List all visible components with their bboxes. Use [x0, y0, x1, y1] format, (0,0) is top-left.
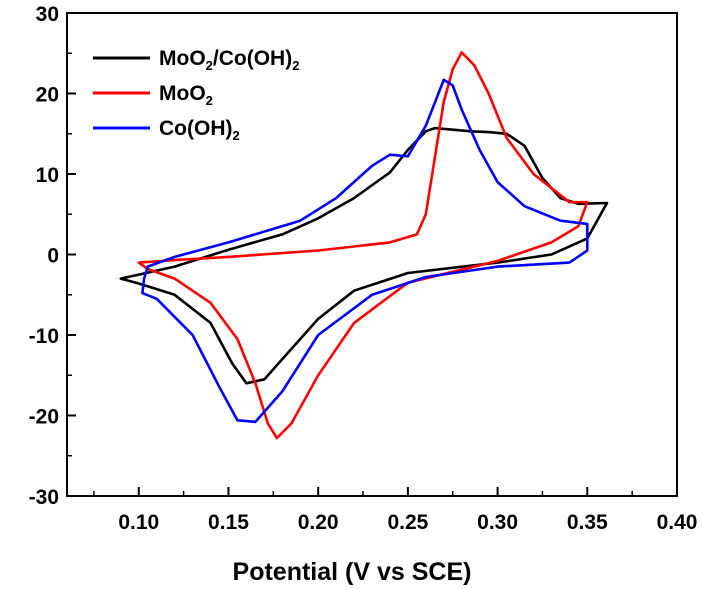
x-tick-label: 0.20 [298, 511, 339, 534]
y-tick-label: 0 [47, 245, 59, 268]
x-tick-label: 0.25 [387, 511, 428, 534]
legend-label: MoO2​/Co(OH)2​ [159, 47, 299, 73]
y-tick-label: 20 [36, 84, 59, 107]
y-tick-label: -20 [29, 406, 59, 429]
legend: MoO2​/Co(OH)2​ MoO2​ Co(OH)2​ [93, 47, 299, 143]
x-tick-label: 0.30 [477, 511, 518, 534]
x-tick-label: 0.35 [567, 511, 608, 534]
series-lines [119, 51, 609, 440]
legend-subscript: 2 [206, 58, 213, 73]
y-tick-label: -30 [29, 486, 59, 509]
series-line-0 [119, 126, 609, 385]
legend-subscript: 2 [292, 58, 299, 73]
legend-text-part: /Co(OH) [213, 47, 292, 70]
legend-label: Co(OH)2​ [159, 117, 240, 143]
y-tick-label: 10 [36, 164, 59, 187]
legend-label: MoO2​ [159, 82, 213, 108]
x-tick-label: 0.40 [657, 511, 698, 534]
legend-text-part: Co(OH) [159, 117, 232, 140]
tick-labels: 0.10 0.15 0.20 0.25 0.30 0.35 0.40 -30 -20 -10 0 10… [29, 3, 698, 534]
series-line-1 [137, 51, 589, 440]
series-line-2 [141, 78, 589, 424]
y-tick-label: 30 [36, 3, 59, 26]
legend-subscript: 2 [232, 128, 239, 143]
y-tick-label: -10 [29, 325, 59, 348]
x-tick-label: 0.10 [118, 511, 159, 534]
legend-text-part: MoO [159, 47, 206, 70]
x-axis-title: Potential (V vs SCE) [233, 558, 472, 586]
axis-ticks [67, 12, 678, 497]
legend-subscript: 2 [206, 93, 213, 108]
x-tick-label: 0.15 [208, 511, 249, 534]
legend-text-part: MoO [159, 82, 206, 105]
